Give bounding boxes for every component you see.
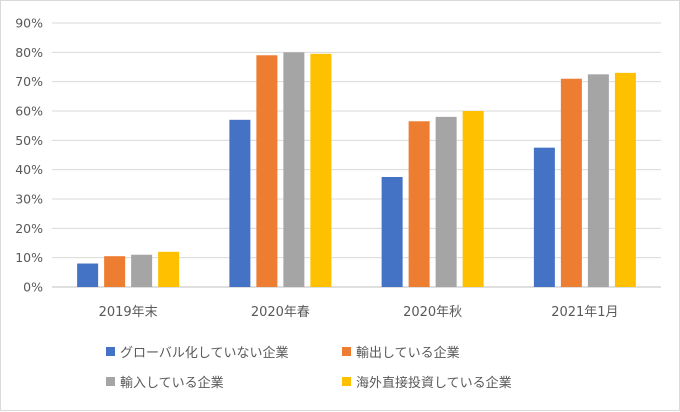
y-tick-label: 20% (15, 221, 43, 236)
bar (229, 119, 251, 287)
bar (104, 256, 126, 287)
y-axis-ticks: 0% 10% 20% 30% 40% 50% 60% 70% 80% 90% (15, 16, 43, 295)
y-tick-label: 80% (15, 45, 43, 60)
bar (283, 52, 305, 288)
y-tick-label: 60% (15, 104, 43, 119)
y-tick-label: 30% (15, 192, 43, 207)
bar (408, 121, 430, 288)
y-tick-label: 50% (15, 133, 43, 148)
bar (614, 72, 636, 287)
x-tick-label: 2020年春 (251, 305, 310, 320)
y-tick-label: 40% (15, 162, 43, 177)
bar (560, 78, 582, 287)
bars (77, 52, 636, 288)
bar (158, 251, 180, 287)
x-tick-label: 2020年秋 (403, 305, 462, 320)
bar (381, 177, 403, 287)
y-tick-label: 70% (15, 74, 43, 89)
y-tick-label: 90% (15, 16, 43, 31)
y-tick-label: 10% (15, 250, 43, 265)
gridlines (52, 22, 661, 288)
bar (310, 53, 332, 287)
x-tick-label: 2021年1月 (551, 305, 618, 320)
bar (462, 111, 484, 287)
bar (435, 116, 457, 287)
x-tick-label: 2019年末 (99, 305, 158, 320)
x-axis-ticks: 2019年末 2020年春 2020年秋 2021年1月 (99, 305, 619, 320)
bar (587, 74, 609, 287)
bar (256, 55, 278, 288)
bar (77, 263, 99, 287)
bar (533, 147, 555, 287)
y-tick-label: 0% (23, 280, 43, 295)
bar (131, 254, 153, 287)
